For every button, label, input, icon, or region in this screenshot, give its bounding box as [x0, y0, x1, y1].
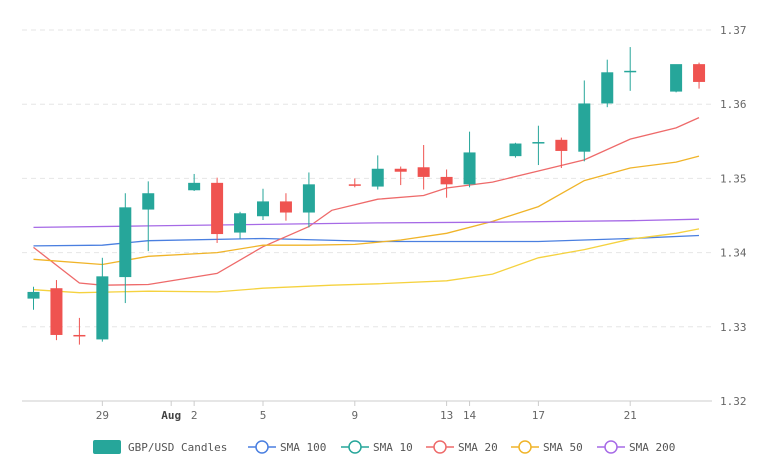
- candle: [601, 59, 614, 108]
- candle-body-up: [96, 276, 109, 340]
- candle-body-up: [119, 207, 132, 278]
- y-tick-label: 1.36: [720, 98, 747, 111]
- legend-marker: [433, 440, 447, 454]
- candle-body-down: [417, 167, 430, 177]
- candle-body-up: [27, 291, 40, 299]
- legend-label: SMA 100: [280, 441, 326, 454]
- candle: [188, 173, 201, 192]
- candle: [302, 172, 315, 228]
- legend-item-sma-10[interactable]: SMA 10: [341, 440, 413, 454]
- candle-body-down: [211, 182, 224, 235]
- series-line-sma-50: [33, 155, 700, 266]
- x-tick-label: 5: [260, 409, 267, 422]
- y-tick-label: 1.34: [720, 247, 747, 260]
- candle: [234, 211, 247, 239]
- candle: [440, 169, 453, 198]
- candle: [119, 193, 132, 304]
- candle: [463, 131, 476, 188]
- candle-body-down: [440, 176, 453, 185]
- x-tick-label: Aug: [161, 409, 181, 422]
- x-tick-label: 21: [624, 409, 637, 422]
- candle-body-down: [394, 168, 407, 172]
- candle-body-down: [50, 288, 63, 335]
- candle: [96, 257, 109, 342]
- candle: [555, 137, 568, 169]
- legend-marker: [604, 440, 618, 454]
- candle-body-up: [142, 193, 155, 210]
- candle: [142, 181, 155, 252]
- legend-label: SMA 200: [629, 441, 675, 454]
- candle: [532, 125, 545, 166]
- candle: [279, 193, 292, 221]
- candle-body-up: [509, 143, 522, 157]
- x-tick-label: 29: [96, 409, 109, 422]
- series-layer: [33, 117, 700, 294]
- legend-label: GBP/USD Candles: [128, 441, 227, 454]
- y-tick-label: 1.35: [720, 172, 747, 185]
- candle-body-up: [624, 70, 637, 73]
- candle-body-up: [601, 72, 614, 104]
- legend-item-gbp-usd-candles[interactable]: GBP/USD Candles: [93, 440, 227, 454]
- candle: [257, 188, 269, 220]
- series-line-sma-10: [33, 228, 700, 294]
- x-tick-label: 13: [440, 409, 453, 422]
- series-line-sma-20: [33, 117, 700, 286]
- candle: [578, 80, 591, 162]
- candle-body-up: [234, 213, 247, 233]
- series-line-sma-200: [33, 218, 700, 229]
- candle: [371, 155, 384, 190]
- legend-label: SMA 20: [458, 441, 498, 454]
- candle: [693, 62, 706, 89]
- candle-body-up: [532, 142, 545, 144]
- candle: [417, 145, 430, 190]
- legend-label: SMA 50: [543, 441, 583, 454]
- legend-marker: [348, 440, 362, 454]
- candle: [624, 47, 637, 91]
- x-tick-label: 17: [532, 409, 545, 422]
- candle: [509, 142, 522, 158]
- candle-body-down: [348, 184, 361, 186]
- legend-item-sma-50[interactable]: SMA 50: [511, 440, 583, 454]
- legend-item-sma-200[interactable]: SMA 200: [597, 440, 675, 454]
- candle-body-up: [188, 182, 201, 191]
- candle: [73, 317, 86, 345]
- axis-layer: 1.32 1.33 1.34 1.35 1.36 1.37 29 Aug 2 5 9 13 14 17 21: [22, 24, 747, 422]
- candle-body-up: [371, 168, 384, 187]
- candle: [211, 177, 224, 243]
- candle-body-up: [257, 201, 269, 217]
- candle-body-up: [302, 184, 315, 213]
- y-tick-label: 1.37: [720, 24, 747, 37]
- candle-body-down: [555, 139, 568, 151]
- legend-marker: [518, 440, 532, 454]
- candle: [50, 280, 63, 341]
- candle-layer: [27, 47, 706, 345]
- candle-body-down: [73, 334, 86, 337]
- candle: [27, 286, 40, 310]
- candle-body-up: [670, 64, 683, 92]
- candle-body-up: [463, 152, 476, 185]
- series-line-sma-100: [33, 234, 700, 247]
- candle: [348, 178, 361, 188]
- x-tick-label: 9: [351, 409, 358, 422]
- candle-body-up: [578, 103, 591, 152]
- candle: [670, 64, 683, 93]
- candle-body-down: [693, 64, 706, 82]
- candle-body-down: [279, 201, 292, 213]
- y-tick-label: 1.33: [720, 321, 747, 334]
- y-tick-label: 1.32: [720, 395, 747, 408]
- x-tick-label: 2: [191, 409, 198, 422]
- candle: [394, 166, 407, 186]
- legend-label: SMA 10: [373, 441, 413, 454]
- legend-marker: [255, 440, 269, 454]
- x-tick-label: 14: [463, 409, 477, 422]
- legend-item-sma-20[interactable]: SMA 20: [426, 440, 498, 454]
- legend: GBP/USD Candles SMA 100 SMA 10 SMA 20 SMA 50…: [93, 440, 675, 454]
- legend-candle-swatch: [93, 440, 121, 454]
- legend-item-sma-100[interactable]: SMA 100: [248, 440, 326, 454]
